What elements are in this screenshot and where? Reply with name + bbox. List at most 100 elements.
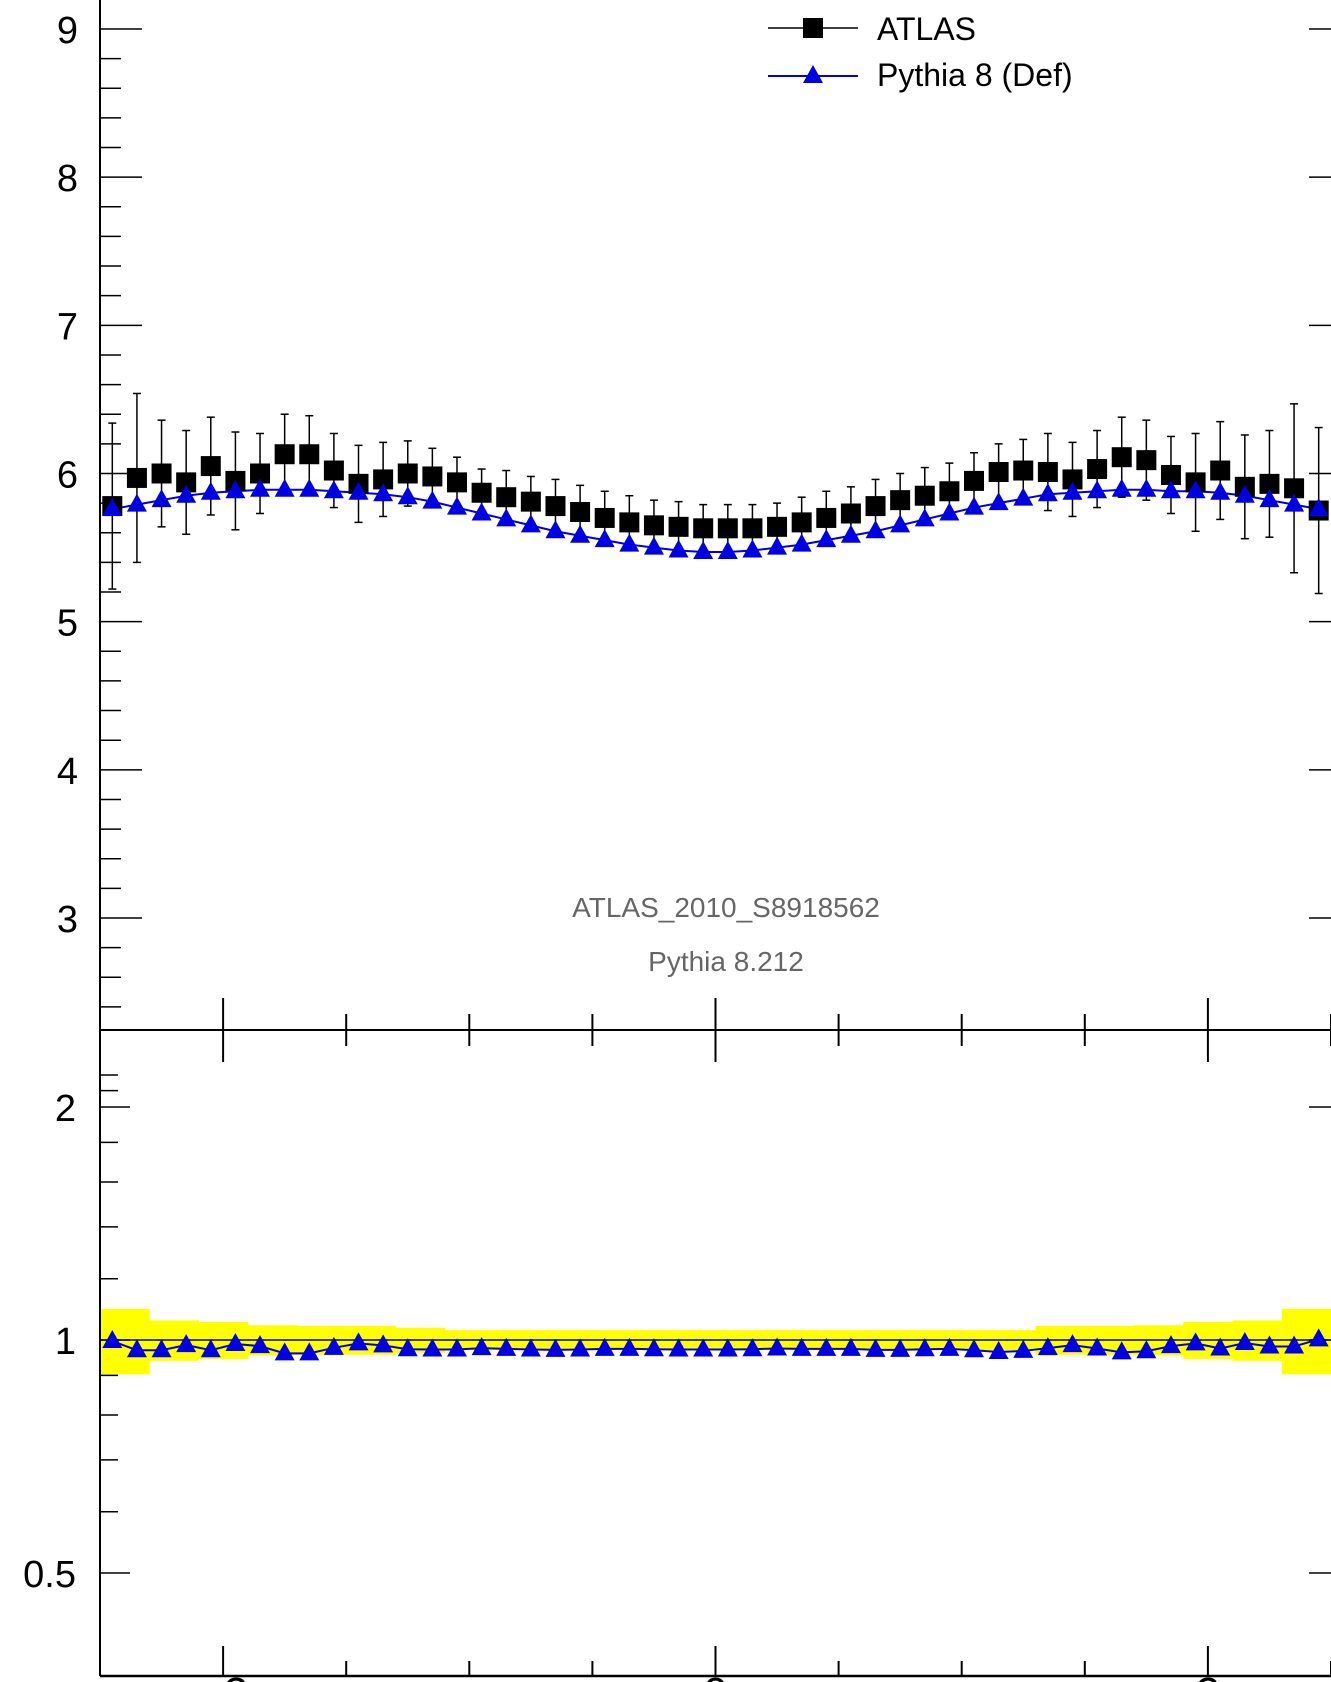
- ratio-y-tick-label: 1: [55, 1321, 76, 1363]
- pythia-point: [988, 492, 1009, 511]
- pythia-point: [914, 508, 935, 527]
- pythia-point: [840, 524, 861, 543]
- legend-atlas-label: ATLAS: [877, 11, 976, 47]
- pythia-point: [1111, 478, 1132, 497]
- pythia-point: [1037, 483, 1058, 502]
- ratio-point: [693, 1338, 714, 1357]
- ratio-point: [1234, 1332, 1255, 1351]
- pythia-point: [816, 529, 837, 548]
- atlas-point: [151, 463, 172, 484]
- atlas-point: [496, 487, 517, 508]
- atlas-point: [767, 516, 788, 537]
- pythia-point: [1062, 481, 1083, 500]
- ratio-point: [446, 1338, 467, 1357]
- pythia-point: [939, 502, 960, 521]
- pythia-point: [225, 480, 246, 499]
- pythia-point: [496, 508, 517, 527]
- pythia-point: [1160, 480, 1181, 499]
- atlas-point: [1259, 473, 1280, 494]
- atlas-point: [988, 462, 1009, 483]
- pythia-point: [1234, 484, 1255, 503]
- y-tick-label: 8: [57, 158, 78, 200]
- atlas-point: [1087, 459, 1108, 480]
- pythia-point: [1210, 481, 1231, 500]
- pythia-point: [1308, 498, 1329, 517]
- pythia-point: [865, 520, 886, 539]
- pythia-point: [1284, 493, 1305, 512]
- atlas-point: [594, 507, 615, 528]
- ratio-point: [250, 1335, 271, 1354]
- atlas-point: [668, 516, 689, 537]
- ratio-point: [1160, 1335, 1181, 1354]
- atlas-point: [890, 490, 911, 511]
- y-tick-label: 4: [57, 751, 78, 793]
- atlas-point: [299, 444, 320, 465]
- atlas-point: [545, 496, 566, 517]
- pythia-point: [373, 483, 394, 502]
- atlas-point: [373, 469, 394, 490]
- pythia-point: [767, 536, 788, 555]
- ratio-point: [643, 1338, 664, 1357]
- ratio-point: [767, 1337, 788, 1356]
- atlas-point: [1136, 450, 1157, 471]
- pythia-point: [1136, 478, 1157, 497]
- pythia-point: [274, 478, 295, 497]
- ratio-point: [791, 1337, 812, 1356]
- legend-atlas-marker: [803, 18, 823, 38]
- y-tick-label: 6: [57, 454, 78, 496]
- ratio-point: [299, 1342, 320, 1361]
- pythia-point: [348, 481, 369, 500]
- pythia-point: [594, 529, 615, 548]
- atlas-point: [422, 466, 443, 487]
- ratio-point: [717, 1338, 738, 1357]
- y-tick-label: 5: [57, 603, 78, 645]
- pythia-point: [422, 490, 443, 509]
- pythia-point: [250, 478, 271, 497]
- ratio-point: [742, 1338, 763, 1357]
- atlas-point: [865, 496, 886, 517]
- ratio-point: [151, 1339, 172, 1358]
- ratio-point: [225, 1333, 246, 1352]
- pythia-point: [890, 514, 911, 533]
- ratio-point: [1136, 1340, 1157, 1359]
- atlas-point: [1013, 460, 1034, 481]
- ratio-point: [1062, 1334, 1083, 1353]
- pythia-point: [1185, 480, 1206, 499]
- ratio-point: [1185, 1332, 1206, 1351]
- ratio-point: [1111, 1341, 1132, 1360]
- ratio-point: [570, 1338, 591, 1357]
- atlas-point: [1160, 464, 1181, 485]
- ratio-point: [323, 1336, 344, 1355]
- atlas-point: [176, 472, 197, 493]
- atlas-point: [250, 463, 271, 484]
- atlas-point: [446, 472, 467, 493]
- pythia-point: [1087, 480, 1108, 499]
- legend-pythia-label: Pythia 8 (Def): [877, 57, 1073, 93]
- atlas-point: [570, 502, 591, 523]
- atlas-point: [1062, 469, 1083, 490]
- pythia-point: [471, 502, 492, 521]
- pythia-point: [126, 493, 147, 512]
- legend-pythia-marker: [803, 65, 823, 83]
- atlas-point: [1284, 478, 1305, 499]
- ratio-point: [176, 1334, 197, 1353]
- pythia-point: [1013, 487, 1034, 506]
- ratio-point: [840, 1337, 861, 1356]
- pythia-point: [717, 541, 738, 560]
- atlas-point: [914, 485, 935, 506]
- x-tick-label: 0: [703, 1669, 727, 1682]
- pythia-point: [151, 489, 172, 508]
- pythia-point: [446, 496, 467, 515]
- pythia-point: [643, 536, 664, 555]
- pythia-point: [619, 533, 640, 552]
- pythia-point: [570, 524, 591, 543]
- ratio-y-tick-label: 2: [55, 1088, 76, 1130]
- atlas-point: [791, 512, 812, 533]
- atlas-point: [643, 515, 664, 536]
- ratio-point: [348, 1332, 369, 1351]
- pythia-line: [112, 488, 1319, 554]
- generator-label: Pythia 8.212: [648, 946, 804, 977]
- ratio-point: [865, 1338, 886, 1357]
- atlas-point: [964, 470, 985, 491]
- atlas-point: [126, 467, 147, 488]
